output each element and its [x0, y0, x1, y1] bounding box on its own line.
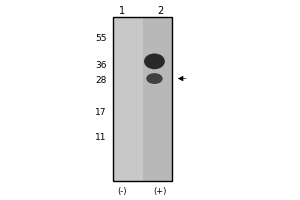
Bar — [113, 17, 172, 181]
Ellipse shape — [144, 53, 165, 69]
Text: 36: 36 — [95, 61, 107, 70]
Text: 55: 55 — [95, 34, 107, 43]
Text: 17: 17 — [95, 108, 107, 117]
Text: 28: 28 — [95, 76, 107, 85]
Text: 11: 11 — [95, 133, 107, 142]
Ellipse shape — [146, 73, 163, 84]
Text: (+): (+) — [154, 187, 167, 196]
Text: 1: 1 — [119, 6, 125, 16]
Text: (-): (-) — [117, 187, 127, 196]
Bar — [113, 17, 142, 181]
Text: 2: 2 — [157, 6, 164, 16]
Bar — [142, 17, 172, 181]
